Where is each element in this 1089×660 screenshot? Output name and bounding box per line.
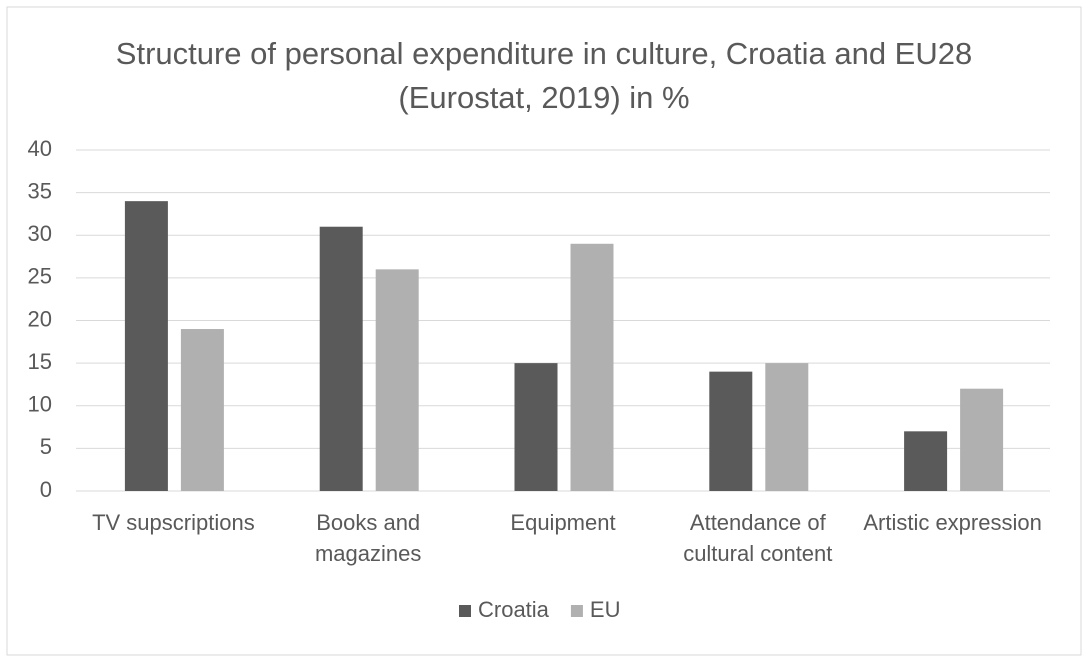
bar	[319, 226, 363, 491]
x-tick-label: Equipment	[510, 510, 616, 535]
y-tick-label: 20	[28, 306, 52, 331]
bar	[514, 363, 558, 491]
legend-label: Croatia	[478, 597, 550, 622]
y-tick-label: 35	[28, 178, 52, 203]
bar	[570, 243, 614, 491]
bar	[375, 269, 419, 491]
x-tick-label: TV supscriptions	[92, 510, 255, 535]
y-tick-label: 30	[28, 221, 52, 246]
legend-swatch	[570, 605, 583, 617]
x-tick-label: Attendance of cultural content	[683, 510, 833, 566]
chart-title: Structure of personal expenditure in cul…	[115, 36, 973, 115]
bar	[765, 363, 809, 491]
x-tick-label: Artistic expression	[863, 510, 1042, 535]
y-tick-label: 25	[28, 264, 52, 289]
y-tick-label: 5	[40, 434, 52, 459]
x-tick-label: Books and magazines	[314, 510, 422, 566]
bar	[960, 388, 1004, 491]
legend-swatch	[459, 605, 471, 617]
bar	[180, 329, 224, 491]
y-tick-label: 0	[40, 477, 52, 502]
legend-label: EU	[590, 597, 621, 622]
y-tick-label: 15	[28, 349, 52, 374]
bar	[124, 201, 168, 491]
bar	[904, 431, 948, 491]
bar	[709, 371, 753, 491]
y-tick-label: 40	[28, 136, 52, 161]
y-tick-label: 10	[28, 392, 52, 417]
